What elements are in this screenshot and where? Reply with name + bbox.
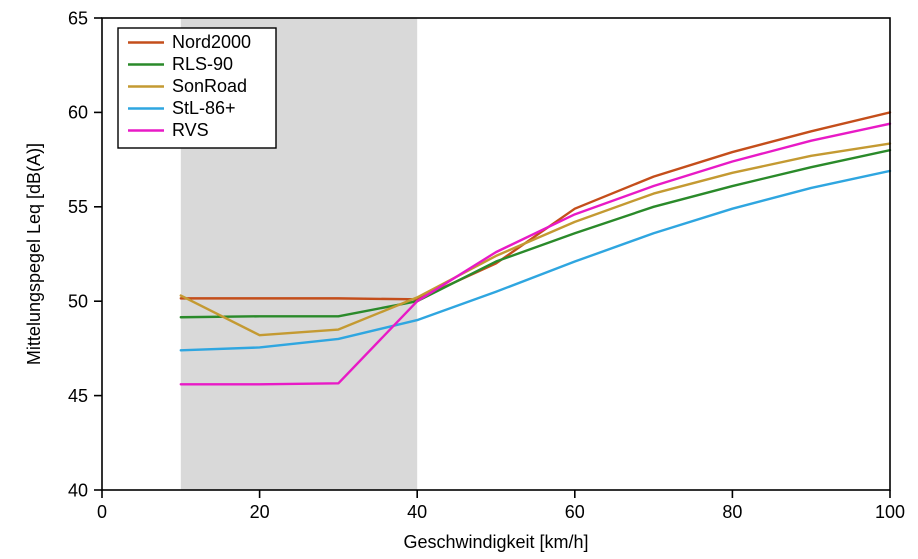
line-chart: 0 20 40 60 80 100 40 45 50 55 60 65 Geschwindigkeit … xyxy=(0,0,918,559)
x-tick-label: 60 xyxy=(565,502,585,522)
y-tick-label: 60 xyxy=(68,103,88,123)
y-axis-label: Mittelungspegel Leq [dB(A)] xyxy=(24,143,44,365)
x-tick-label: 80 xyxy=(722,502,742,522)
legend-label: Nord2000 xyxy=(172,32,251,52)
chart-container: 0 20 40 60 80 100 40 45 50 55 60 65 Geschwindigkeit … xyxy=(0,0,918,559)
legend-label: StL-86+ xyxy=(172,98,236,118)
x-tick-label: 100 xyxy=(875,502,905,522)
y-tick-label: 50 xyxy=(68,292,88,312)
y-tick-label: 65 xyxy=(68,8,88,28)
y-tick-label: 40 xyxy=(68,480,88,500)
legend-label: RLS-90 xyxy=(172,54,233,74)
legend-label: RVS xyxy=(172,120,209,140)
y-tick-label: 55 xyxy=(68,197,88,217)
y-tick-label: 45 xyxy=(68,386,88,406)
x-tick-label: 20 xyxy=(250,502,270,522)
x-tick-label: 0 xyxy=(97,502,107,522)
x-axis-label: Geschwindigkeit [km/h] xyxy=(403,532,588,552)
x-tick-label: 40 xyxy=(407,502,427,522)
legend: Nord2000RLS-90SonRoadStL-86+RVS xyxy=(118,28,276,148)
legend-label: SonRoad xyxy=(172,76,247,96)
